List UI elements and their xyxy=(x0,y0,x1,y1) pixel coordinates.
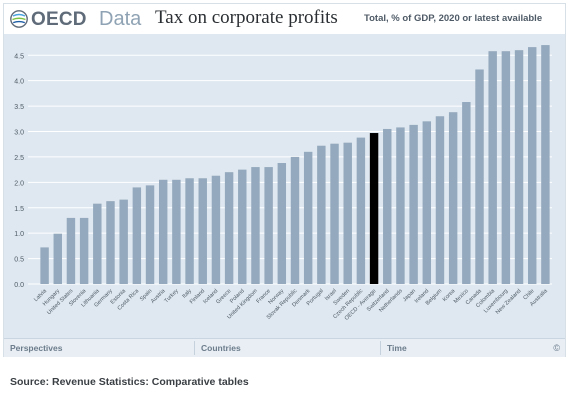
oecd-globe-icon xyxy=(10,10,28,28)
tab-divider xyxy=(380,341,381,355)
bar[interactable] xyxy=(396,127,405,285)
x-tick-label: Greece xyxy=(215,288,232,305)
bar[interactable] xyxy=(303,151,313,284)
bar[interactable] xyxy=(185,178,194,284)
y-tick-label: 4.5 xyxy=(14,53,24,60)
bar-chart: 0.00.51.01.52.02.53.03.54.04.5LatviaHung… xyxy=(14,45,552,322)
y-tick-label: 1.0 xyxy=(14,231,24,238)
x-tick-label: Turkey xyxy=(164,288,180,304)
bar[interactable] xyxy=(488,51,497,285)
y-tick-label: 0.0 xyxy=(14,282,24,289)
bar[interactable] xyxy=(330,143,339,284)
bar[interactable] xyxy=(356,137,366,284)
chart-card: OECD Data Tax on corporate profits Total… xyxy=(3,3,566,357)
bar[interactable] xyxy=(145,185,155,284)
bar[interactable] xyxy=(317,145,326,284)
bar-oecd-average[interactable] xyxy=(369,133,379,284)
bar[interactable] xyxy=(343,142,352,284)
bar[interactable] xyxy=(448,112,458,285)
bar[interactable] xyxy=(211,175,221,284)
bar[interactable] xyxy=(106,201,115,284)
tab-countries[interactable]: Countries xyxy=(201,343,241,353)
bar[interactable] xyxy=(198,178,207,284)
bar[interactable] xyxy=(435,116,445,284)
bar[interactable] xyxy=(462,102,471,285)
bar[interactable] xyxy=(53,233,62,284)
tab-perspectives[interactable]: Perspectives xyxy=(10,343,63,353)
y-tick-label: 2.5 xyxy=(14,155,24,162)
bar[interactable] xyxy=(383,128,392,284)
tab-time[interactable]: Time xyxy=(387,343,407,353)
y-tick-label: 2.0 xyxy=(14,180,24,187)
oecd-logo-text: OECD xyxy=(31,9,87,30)
bar[interactable] xyxy=(66,217,76,284)
y-tick-label: 1.5 xyxy=(14,206,24,213)
oecd-logo[interactable]: OECD Data xyxy=(4,4,154,34)
source-note: Source: Revenue Statistics: Comparative … xyxy=(10,376,249,388)
bar[interactable] xyxy=(119,199,128,284)
bar[interactable] xyxy=(224,172,234,284)
plot-area: 0.0 0.5 1.0 1.5 2.0 2.5 3.0 3.5 4.0 4.5 Latvia Hung… xyxy=(4,34,565,338)
bar[interactable] xyxy=(475,69,484,284)
bar[interactable] xyxy=(238,169,247,285)
page-subtitle: Total, % of GDP, 2020 or latest availabl… xyxy=(364,13,543,24)
bar[interactable] xyxy=(528,47,537,285)
bar[interactable] xyxy=(422,121,432,284)
bar[interactable] xyxy=(409,124,418,284)
header: OECD Data Tax on corporate profits Total… xyxy=(4,4,565,34)
bar[interactable] xyxy=(79,217,89,284)
tab-divider xyxy=(194,341,195,355)
bar[interactable] xyxy=(264,167,273,284)
bar[interactable] xyxy=(514,50,524,284)
copyright-icon[interactable]: © xyxy=(553,343,560,353)
bar[interactable] xyxy=(277,163,287,284)
y-tick-label: 0.5 xyxy=(14,257,24,264)
bar[interactable] xyxy=(251,167,260,284)
bar[interactable] xyxy=(172,179,181,284)
x-tick-label: Italy xyxy=(181,288,193,300)
bar[interactable] xyxy=(132,187,142,284)
bar[interactable] xyxy=(158,179,168,284)
page-title: Tax on corporate profits xyxy=(155,7,338,28)
y-tick-label: 3.0 xyxy=(14,130,24,137)
bar[interactable] xyxy=(541,45,550,284)
y-tick-label: 3.5 xyxy=(14,104,24,111)
y-tick-label: 4.0 xyxy=(14,79,24,86)
bar[interactable] xyxy=(290,156,300,284)
data-logo-text: Data xyxy=(99,8,142,30)
bar[interactable] xyxy=(501,51,511,285)
bar[interactable] xyxy=(93,203,102,284)
tab-bar: Perspectives Countries Time © xyxy=(4,338,565,357)
bar[interactable] xyxy=(40,247,49,284)
